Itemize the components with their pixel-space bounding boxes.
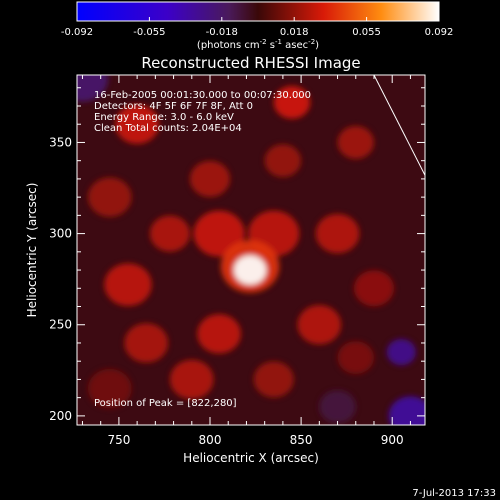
heatmap-blob	[87, 368, 132, 409]
heatmap-blob	[264, 144, 302, 178]
x-tick-label: 800	[199, 433, 222, 447]
heatmap-image	[77, 75, 425, 425]
y-tick-label: 300	[49, 227, 72, 241]
heatmap-blob	[233, 255, 267, 285]
colorbar-tick-label: 0.055	[352, 27, 381, 38]
y-tick-label: 350	[49, 135, 72, 149]
annotation-line: 16-Feb-2005 00:01:30.000 to 00:07:30.000	[94, 90, 311, 101]
heatmap-blob	[253, 361, 294, 398]
x-tick-label: 900	[381, 433, 404, 447]
solar-limb-line	[373, 75, 425, 176]
x-axis: 750 800 850 900	[81, 75, 411, 447]
y-axis-label: Heliocentric Y (arcsec)	[25, 183, 39, 318]
x-tick-label: 850	[290, 433, 313, 447]
heatmap-blob	[149, 215, 190, 252]
heatmap-blob	[124, 323, 169, 363]
heatmap-blob	[77, 75, 108, 102]
y-axis: 200 250 300 350	[49, 87, 425, 423]
colorbar-tick-label: -0.018	[206, 27, 238, 38]
heatmap-blob	[197, 314, 241, 354]
heatmap-blob	[337, 126, 374, 159]
colorbar	[76, 1, 440, 22]
y-tick-label: 200	[49, 409, 72, 423]
heatmap-blob	[193, 210, 245, 257]
plot-frame	[76, 74, 426, 426]
annotation-line: Clean Total counts: 2.04E+04	[94, 123, 242, 134]
chart-title: Reconstructed RHESSI Image	[141, 54, 360, 72]
heatmap-blob	[388, 396, 425, 425]
annotation-line: Energy Range: 3.0 - 6.0 keV	[94, 112, 234, 123]
heatmap-blob	[104, 263, 152, 306]
annotation-line: Detectors: 4F 5F 6F 7F 8F, Att 0	[94, 101, 253, 112]
heatmap-blob	[87, 177, 132, 217]
heatmap-blob	[297, 305, 342, 345]
colorbar-unit-label: (photons cm-2 s-1 asec-2)	[197, 38, 319, 51]
heatmap-blob	[315, 213, 360, 254]
heatmap-blob	[115, 104, 159, 144]
colorbar-tick-label: -0.092	[61, 27, 93, 38]
colorbar-tick-label: 0.092	[425, 27, 454, 38]
x-axis-label: Heliocentric X (arcsec)	[183, 451, 319, 465]
colorbar-ticks: -0.092 -0.055 -0.018 0.018 0.055 0.092	[61, 17, 453, 38]
heatmap-blob	[319, 390, 356, 424]
colorbar-tick-label: 0.018	[280, 27, 309, 38]
heatmap-blob	[189, 160, 231, 197]
timestamp: 7-Jul-2013 17:33	[412, 488, 496, 499]
annotation-block: 16-Feb-2005 00:01:30.000 to 00:07:30.000…	[94, 90, 311, 134]
colorbar-tick-label: -0.055	[133, 27, 165, 38]
heatmap-blob	[386, 338, 416, 366]
x-tick-label: 750	[107, 433, 130, 447]
heatmap-blob	[337, 341, 374, 374]
heatmap-blob	[273, 85, 311, 119]
heatmap-blob	[169, 359, 214, 400]
heatmap-blob	[353, 270, 395, 307]
peak-position-label: Position of Peak = [822,280]	[94, 398, 237, 409]
y-tick-label: 250	[49, 318, 72, 332]
